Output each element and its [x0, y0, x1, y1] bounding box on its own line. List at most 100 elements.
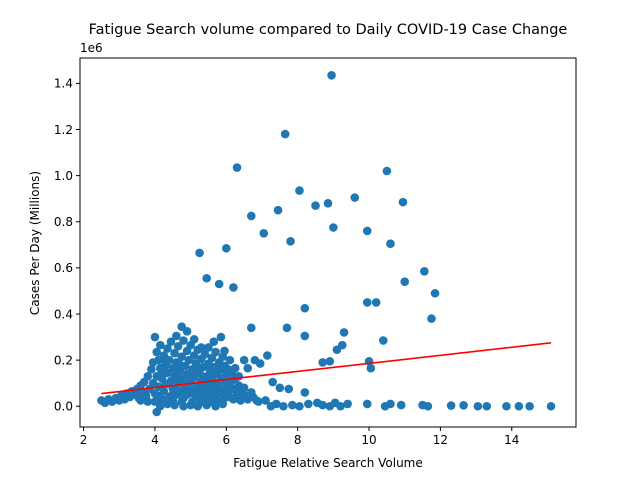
data-point-152 — [170, 348, 179, 358]
data-point-60 — [343, 399, 352, 409]
data-point-241 — [157, 367, 167, 376]
y-tick-label-7: 1.4 — [54, 77, 73, 91]
y-tick-label-0: 0.0 — [54, 400, 73, 414]
data-point-53 — [514, 401, 524, 411]
data-point-243 — [184, 371, 194, 381]
data-point-132 — [152, 347, 162, 357]
data-point-206 — [218, 352, 228, 361]
data-point-22 — [229, 283, 238, 292]
data-point-90 — [225, 355, 235, 365]
data-point-69 — [279, 401, 288, 411]
data-point-0 — [327, 71, 336, 80]
data-point-63 — [325, 401, 335, 411]
x-tick-label-1: 4 — [151, 433, 159, 447]
data-point-87 — [209, 337, 219, 346]
data-point-136 — [155, 340, 165, 350]
data-point-13 — [362, 226, 372, 236]
data-point-232 — [188, 397, 197, 406]
data-point-10 — [246, 211, 256, 221]
data-point-16 — [222, 243, 231, 253]
data-point-244 — [198, 374, 208, 383]
data-point-42 — [268, 377, 277, 387]
data-point-248 — [205, 369, 215, 379]
data-point-236 — [154, 391, 163, 401]
data-point-58 — [380, 401, 390, 411]
data-point-199 — [211, 347, 220, 357]
data-point-242 — [172, 369, 181, 379]
data-point-55 — [546, 401, 556, 411]
data-point-39 — [263, 351, 272, 360]
data-point-56 — [396, 400, 406, 410]
y-axis-ticks: 0.0 0.2 0.4 0.6 0.8 1.0 1.2 1.4 — [54, 77, 80, 414]
data-point-7 — [311, 201, 320, 210]
plot-area-frame — [79, 57, 577, 428]
data-point-67 — [295, 401, 304, 411]
data-point-225 — [252, 396, 261, 405]
data-point-160 — [177, 352, 186, 361]
data-point-187 — [200, 350, 210, 359]
data-point-12 — [259, 228, 269, 238]
data-point-128 — [147, 365, 156, 374]
data-point-246 — [175, 360, 185, 370]
data-point-44 — [284, 384, 294, 394]
data-point-5 — [350, 193, 360, 202]
data-point-254 — [182, 388, 192, 397]
data-point-51 — [482, 401, 492, 411]
data-point-17 — [195, 248, 204, 258]
x-axis-ticks: 2 4 6 8 10 12 14 — [80, 427, 519, 447]
trend-line — [101, 342, 552, 395]
data-point-15 — [386, 239, 395, 248]
x-tick-label-4: 10 — [361, 433, 376, 447]
x-axis-label: Fatigue Relative Search Volume — [233, 456, 423, 470]
data-point-126 — [143, 371, 153, 381]
data-point-29 — [246, 323, 256, 333]
data-point-23 — [430, 288, 440, 298]
y-tick-label-3: 0.6 — [54, 261, 73, 275]
points-layer — [97, 71, 556, 417]
data-point-18 — [420, 267, 429, 276]
data-point-28 — [339, 328, 349, 337]
data-point-50 — [473, 401, 483, 411]
data-point-3 — [382, 166, 392, 176]
data-point-27 — [427, 314, 436, 323]
data-point-66 — [304, 399, 313, 409]
x-tick-label-3: 8 — [294, 433, 302, 447]
data-point-72 — [261, 396, 270, 405]
data-point-20 — [400, 277, 410, 287]
data-point-71 — [266, 401, 276, 411]
x-tick-label-0: 2 — [80, 433, 88, 447]
data-point-92 — [239, 355, 249, 365]
data-point-179 — [193, 345, 203, 355]
data-point-41 — [255, 359, 265, 368]
data-point-31 — [300, 331, 310, 341]
x-tick-label-2: 6 — [222, 433, 230, 447]
y-tick-label-5: 1.0 — [54, 169, 73, 183]
data-point-52 — [502, 401, 511, 411]
data-point-32 — [379, 336, 388, 345]
data-point-36 — [318, 358, 327, 367]
data-point-47 — [423, 401, 433, 411]
data-point-49 — [459, 401, 468, 410]
data-point-86 — [204, 343, 213, 352]
data-point-11 — [329, 223, 338, 232]
data-point-245 — [161, 355, 170, 365]
data-point-235 — [216, 397, 226, 406]
data-point-6 — [398, 197, 408, 207]
y-axis-label: Cases Per Day (Millions) — [28, 171, 42, 315]
data-point-93 — [243, 363, 253, 373]
data-point-21 — [214, 279, 224, 289]
data-point-215 — [225, 392, 235, 402]
chart-title: Fatigue Search volume compared to Daily … — [89, 22, 568, 38]
data-point-54 — [525, 401, 534, 411]
data-point-45 — [300, 388, 310, 397]
data-point-81 — [172, 331, 181, 341]
y-tick-label-1: 0.2 — [54, 353, 73, 367]
x-tick-label-5: 12 — [433, 433, 448, 447]
data-point-226 — [136, 396, 145, 405]
y-axis-offset-label: 1e6 — [80, 41, 103, 55]
data-point-26 — [300, 303, 310, 313]
data-point-255 — [200, 390, 210, 400]
data-point-144 — [163, 344, 172, 353]
data-point-48 — [446, 401, 456, 410]
